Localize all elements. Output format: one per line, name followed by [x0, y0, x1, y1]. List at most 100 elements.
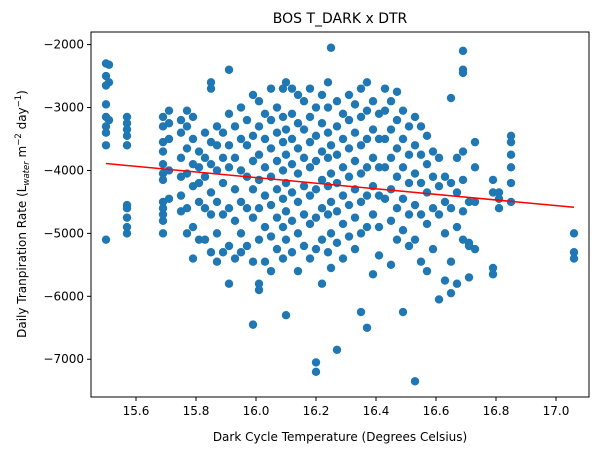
data-point	[323, 210, 333, 219]
data-point	[362, 323, 372, 332]
data-point	[338, 219, 348, 229]
data-point	[311, 156, 321, 166]
data-point	[410, 200, 420, 210]
data-point	[266, 144, 276, 153]
data-point	[362, 222, 372, 232]
data-point	[488, 175, 498, 185]
data-point	[158, 204, 168, 213]
data-point	[380, 194, 390, 203]
data-point	[434, 295, 444, 304]
data-point	[368, 210, 378, 219]
data-point	[380, 106, 390, 115]
data-point	[188, 134, 198, 144]
data-point	[218, 210, 228, 219]
data-point	[434, 181, 444, 191]
data-point	[260, 257, 270, 266]
data-point	[224, 163, 234, 172]
y-axis-label-mid1: m	[15, 146, 29, 162]
data-point	[242, 141, 252, 150]
data-point	[332, 97, 342, 106]
data-point	[272, 128, 282, 137]
data-point	[212, 141, 222, 150]
data-point	[287, 248, 297, 257]
data-point	[206, 84, 216, 93]
data-point	[194, 178, 204, 188]
data-point	[506, 150, 516, 159]
x-tick-label: 16.4	[363, 404, 390, 418]
data-point	[224, 109, 234, 119]
data-point	[101, 128, 111, 137]
data-point	[176, 115, 186, 125]
data-point	[386, 260, 396, 270]
data-point	[416, 122, 426, 131]
data-point	[338, 191, 348, 200]
x-tick-label: 16.6	[423, 404, 450, 418]
data-point	[224, 241, 234, 251]
data-point	[326, 169, 336, 178]
data-point	[311, 103, 321, 112]
data-point	[248, 185, 258, 194]
data-point	[446, 204, 456, 213]
data-point	[392, 144, 402, 153]
data-point	[416, 178, 426, 188]
data-point	[323, 128, 333, 137]
scatter-points	[101, 43, 579, 386]
data-point	[287, 109, 297, 119]
data-point	[416, 210, 426, 219]
data-point	[266, 232, 276, 241]
data-point	[323, 181, 333, 191]
data-point	[464, 273, 474, 282]
data-point	[188, 254, 198, 263]
data-point	[272, 103, 282, 112]
data-point	[293, 266, 303, 276]
data-point	[104, 60, 114, 69]
data-point	[338, 134, 348, 144]
data-point	[386, 97, 396, 106]
data-point	[368, 153, 378, 163]
data-point	[428, 147, 438, 156]
data-point	[224, 141, 234, 150]
data-point	[356, 84, 366, 93]
data-point	[374, 134, 384, 144]
data-point	[158, 210, 168, 219]
data-point	[260, 134, 270, 144]
data-point	[188, 112, 198, 122]
y-tick-label: −7000	[43, 352, 84, 366]
data-point	[122, 141, 132, 150]
data-point	[317, 147, 327, 156]
data-point	[266, 266, 276, 276]
data-point	[326, 197, 336, 207]
data-point	[164, 119, 174, 128]
data-point	[176, 191, 186, 200]
data-point	[176, 128, 186, 137]
data-point	[278, 84, 288, 93]
data-point	[278, 166, 288, 175]
data-point	[392, 115, 402, 125]
data-point	[293, 197, 303, 207]
data-point	[392, 204, 402, 213]
x-tick-label: 15.6	[123, 404, 150, 418]
data-point	[305, 84, 315, 93]
data-point	[248, 213, 258, 222]
data-point	[398, 163, 408, 172]
data-point	[344, 200, 354, 210]
data-point	[278, 137, 288, 147]
data-point	[164, 106, 174, 115]
data-point	[356, 307, 366, 317]
data-point	[218, 178, 228, 188]
data-point	[506, 163, 516, 172]
data-point	[311, 185, 321, 194]
data-point	[212, 166, 222, 175]
data-point	[242, 204, 252, 213]
data-point	[236, 197, 246, 207]
data-point	[230, 122, 240, 131]
data-point	[299, 153, 309, 163]
data-point	[326, 263, 336, 273]
data-point	[458, 147, 468, 156]
data-point	[224, 65, 234, 74]
data-point	[182, 204, 192, 213]
data-point	[332, 122, 342, 131]
data-point	[212, 257, 222, 266]
data-point	[506, 137, 516, 147]
data-point	[272, 185, 282, 194]
